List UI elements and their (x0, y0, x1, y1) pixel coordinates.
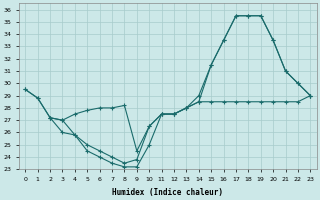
X-axis label: Humidex (Indice chaleur): Humidex (Indice chaleur) (112, 188, 223, 197)
